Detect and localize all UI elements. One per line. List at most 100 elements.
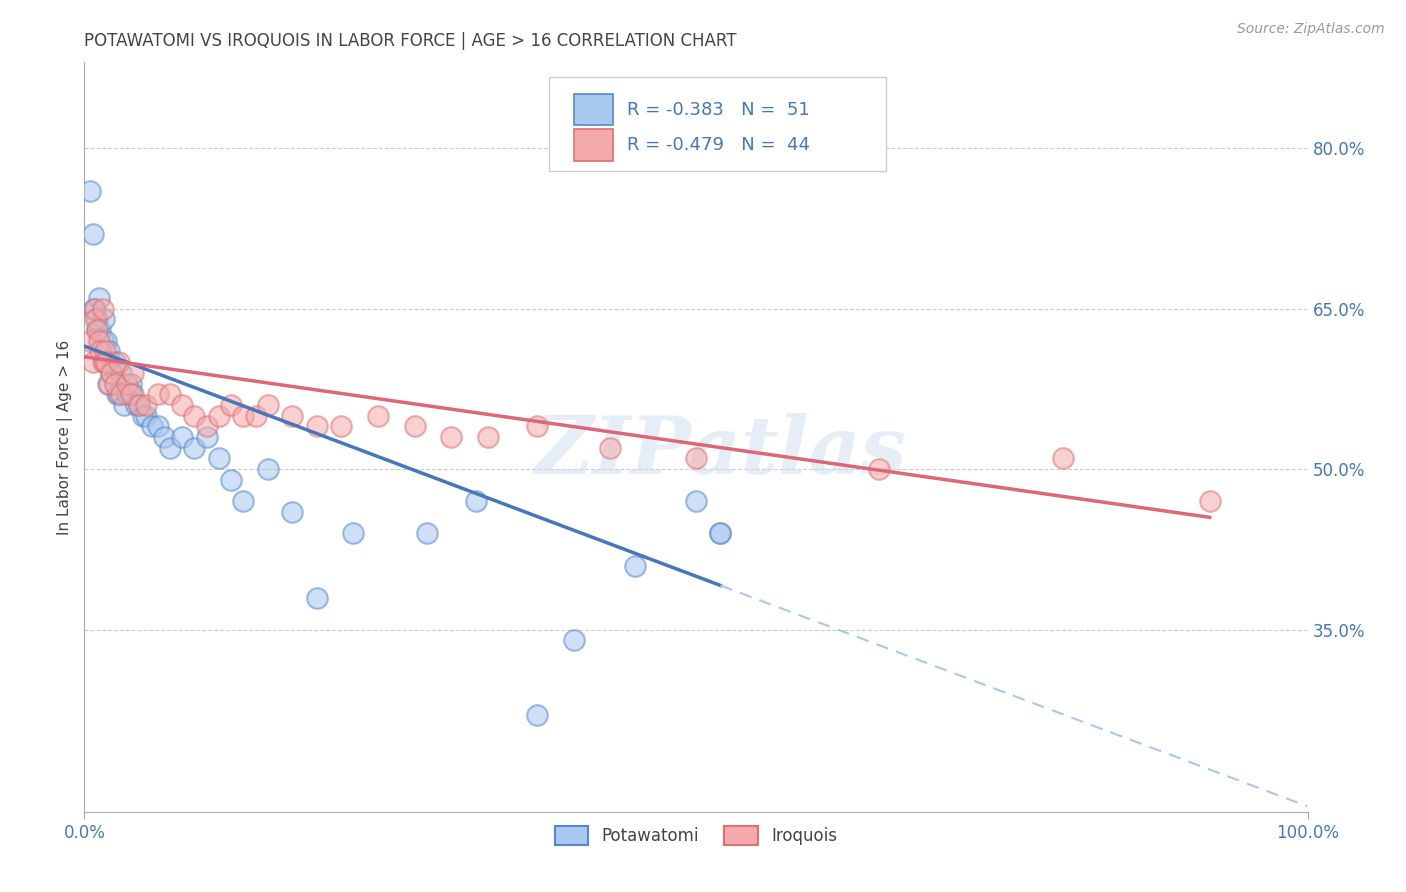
Point xyxy=(91,301,114,316)
Point xyxy=(97,344,120,359)
Point xyxy=(281,505,304,519)
Point xyxy=(84,301,107,316)
Point xyxy=(709,526,731,541)
Point xyxy=(91,355,114,369)
Point xyxy=(115,376,138,391)
Point xyxy=(208,451,231,466)
Point xyxy=(257,398,280,412)
Point xyxy=(94,355,117,369)
Y-axis label: In Labor Force | Age > 16: In Labor Force | Age > 16 xyxy=(58,340,73,534)
Point xyxy=(110,387,132,401)
Point xyxy=(159,387,181,401)
Point xyxy=(96,355,118,369)
Point xyxy=(86,323,108,337)
Point xyxy=(330,419,353,434)
Point xyxy=(98,355,121,369)
Point xyxy=(100,366,122,380)
Point xyxy=(97,376,120,391)
Point xyxy=(526,708,548,723)
Point xyxy=(128,398,150,412)
Point xyxy=(79,334,101,348)
Point xyxy=(122,366,145,380)
Point xyxy=(135,398,157,412)
Point xyxy=(79,184,101,198)
Legend: Potawatomi, Iroquois: Potawatomi, Iroquois xyxy=(548,820,844,852)
Point xyxy=(125,398,148,412)
Text: Source: ZipAtlas.com: Source: ZipAtlas.com xyxy=(1237,22,1385,37)
Point xyxy=(93,355,115,369)
Point xyxy=(120,387,142,401)
Point xyxy=(183,409,205,423)
Point xyxy=(281,409,304,423)
Point xyxy=(91,334,114,348)
Point xyxy=(159,441,181,455)
Point xyxy=(89,344,111,359)
Point xyxy=(84,312,107,326)
Point xyxy=(146,419,169,434)
Point xyxy=(132,409,155,423)
Point xyxy=(93,312,115,326)
Point xyxy=(87,334,110,348)
Point xyxy=(83,301,105,316)
Point xyxy=(97,376,120,391)
Point xyxy=(104,376,127,391)
Point xyxy=(141,419,163,434)
Point xyxy=(257,462,280,476)
Bar xyxy=(574,129,613,161)
Text: ZIPatlas: ZIPatlas xyxy=(534,413,907,491)
Point xyxy=(172,398,194,412)
FancyBboxPatch shape xyxy=(550,78,886,171)
Point xyxy=(86,312,108,326)
Point xyxy=(122,387,145,401)
Point xyxy=(685,451,707,466)
Point xyxy=(245,409,267,423)
Point xyxy=(96,334,118,348)
Point xyxy=(526,419,548,434)
Point xyxy=(1052,451,1074,466)
Point xyxy=(416,526,439,541)
Point xyxy=(562,633,585,648)
Point xyxy=(153,430,176,444)
Point xyxy=(464,494,486,508)
Point xyxy=(82,355,104,369)
Point xyxy=(120,376,142,391)
Point xyxy=(112,398,135,412)
Point xyxy=(208,409,231,423)
Bar xyxy=(574,94,613,126)
Point xyxy=(709,526,731,541)
Point xyxy=(183,441,205,455)
Point xyxy=(195,430,218,444)
Point xyxy=(685,494,707,508)
Point xyxy=(107,355,129,369)
Point xyxy=(100,366,122,380)
Point xyxy=(305,591,328,605)
Point xyxy=(94,344,117,359)
Point xyxy=(172,430,194,444)
Point xyxy=(367,409,389,423)
Point xyxy=(83,301,105,316)
Point xyxy=(477,430,499,444)
Point xyxy=(195,419,218,434)
Point xyxy=(404,419,426,434)
Point xyxy=(105,387,128,401)
Point xyxy=(599,441,621,455)
Point xyxy=(107,387,129,401)
Point xyxy=(869,462,891,476)
Point xyxy=(305,419,328,434)
Point xyxy=(135,409,157,423)
Point xyxy=(89,323,111,337)
Point xyxy=(440,430,463,444)
Text: R = -0.383   N =  51: R = -0.383 N = 51 xyxy=(627,101,810,119)
Point xyxy=(232,494,254,508)
Text: R = -0.479   N =  44: R = -0.479 N = 44 xyxy=(627,136,810,153)
Point xyxy=(232,409,254,423)
Point xyxy=(86,323,108,337)
Point xyxy=(342,526,364,541)
Point xyxy=(104,355,127,369)
Point xyxy=(624,558,647,573)
Point xyxy=(219,473,242,487)
Point xyxy=(146,387,169,401)
Text: POTAWATOMI VS IROQUOIS IN LABOR FORCE | AGE > 16 CORRELATION CHART: POTAWATOMI VS IROQUOIS IN LABOR FORCE | … xyxy=(84,32,737,50)
Point xyxy=(219,398,242,412)
Point xyxy=(128,398,150,412)
